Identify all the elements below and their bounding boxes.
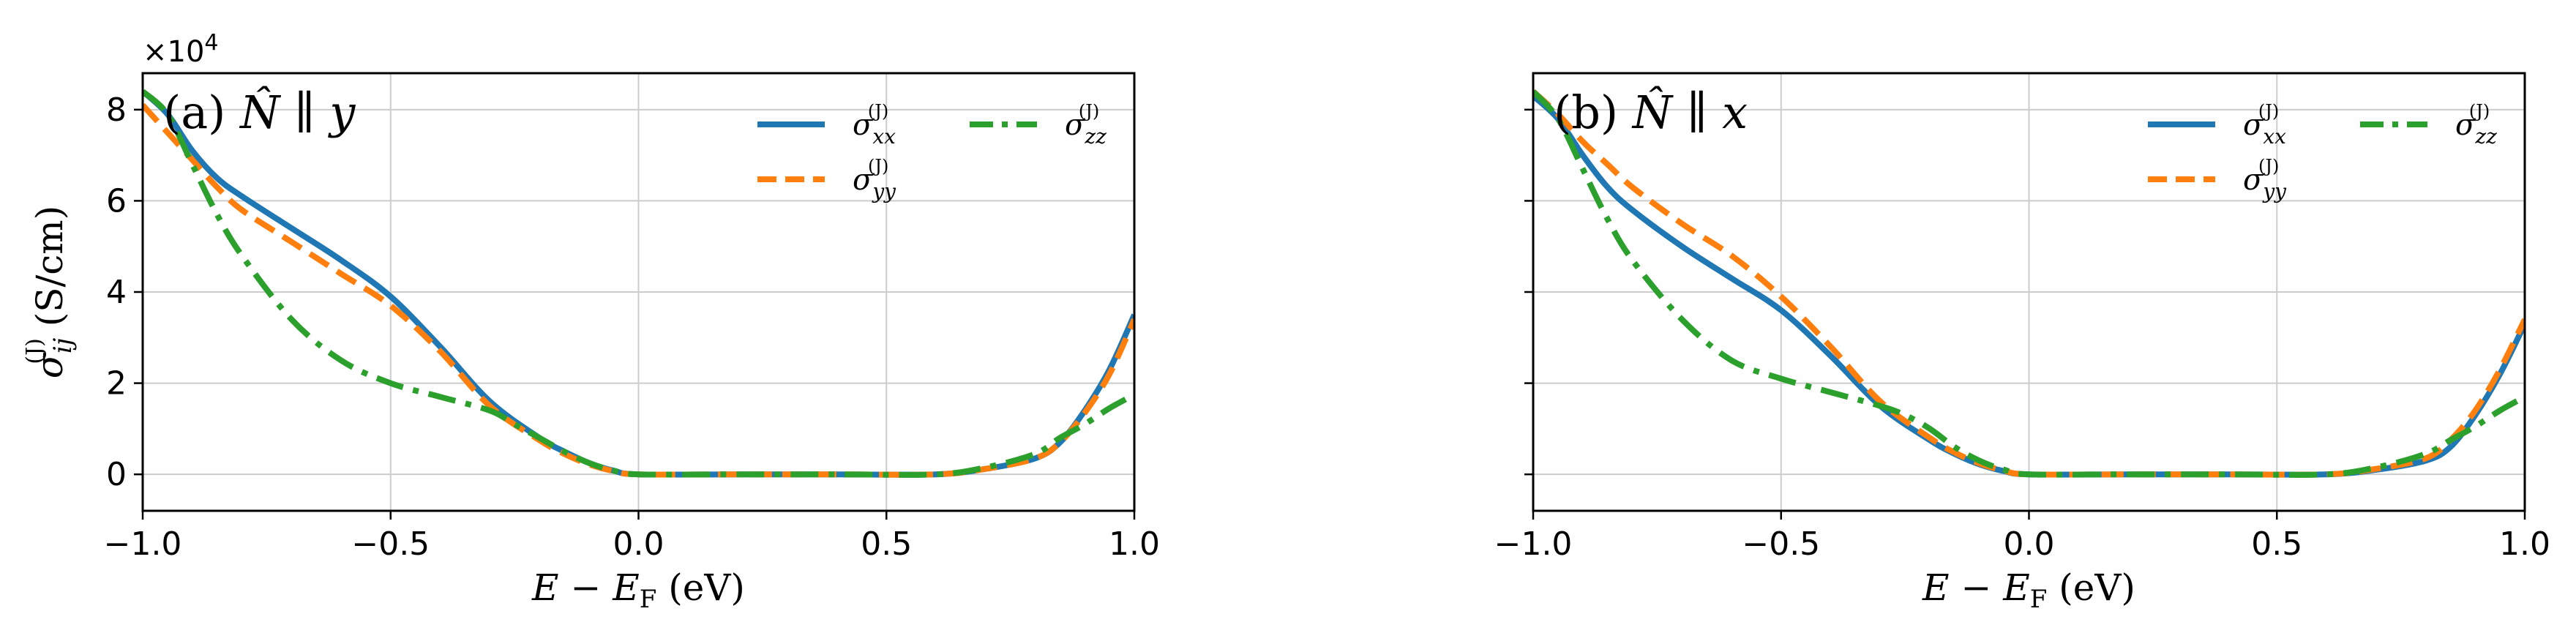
x-tick-label: 0.5: [861, 525, 912, 563]
y-tick-label: 2: [106, 365, 127, 402]
panel-b: −1.0 −0.5 0.0 0.5 1.0 E − EF (eV) (b) N̂ ∥ x σx…: [1494, 72, 2550, 614]
legend-label-yy: σyy(J): [853, 156, 896, 203]
series-line-yy: [1533, 89, 2525, 478]
x-tick-label: 0.5: [2251, 525, 2302, 563]
x-axis-title: E − EF (eV): [1922, 566, 2135, 614]
y-tick-label: 4: [106, 274, 127, 311]
panel-label: (b) N̂ ∥ x: [1554, 86, 1748, 139]
x-tick-label: 1.0: [1109, 525, 1160, 563]
legend: σxx(J) σyy(J) σzz(J): [757, 101, 1107, 203]
legend-label-xx: σxx(J): [853, 101, 896, 149]
x-axis-title: E − EF (eV): [531, 566, 745, 614]
y-tick-label: 0: [106, 456, 127, 493]
series-line-zz: [1533, 89, 2525, 478]
panel-a: −1.0 −0.5 0.0 0.5 1.0 0 2 4 6 8 E − EF (eV) σij(J) …: [22, 30, 1160, 614]
legend-label-xx: σxx(J): [2243, 101, 2286, 149]
legend-label-zz: σzz(J): [1065, 101, 1107, 149]
panel-label: (a) N̂ ∥ y: [163, 86, 356, 139]
x-tick-label: −0.5: [351, 525, 430, 563]
x-tick-label: 1.0: [2499, 525, 2550, 563]
y-axis-title: σij(J) (S/cm): [22, 206, 78, 378]
x-tick-label: −0.5: [1742, 525, 1820, 563]
x-tick-label: −1.0: [104, 525, 182, 563]
legend-label-yy: σyy(J): [2243, 156, 2287, 203]
legend: σxx(J) σyy(J) σzz(J): [2148, 101, 2497, 203]
y-scale-exponent: ×104: [143, 30, 219, 69]
x-tick-label: −1.0: [1494, 525, 1573, 563]
y-tick-label: 8: [106, 91, 127, 129]
legend-label-zz: σzz(J): [2455, 101, 2497, 149]
y-tick-label: 6: [106, 182, 127, 220]
x-tick-label: 0.0: [613, 525, 664, 563]
x-tick-label: 0.0: [2004, 525, 2055, 563]
series-line-zz: [143, 89, 1134, 478]
